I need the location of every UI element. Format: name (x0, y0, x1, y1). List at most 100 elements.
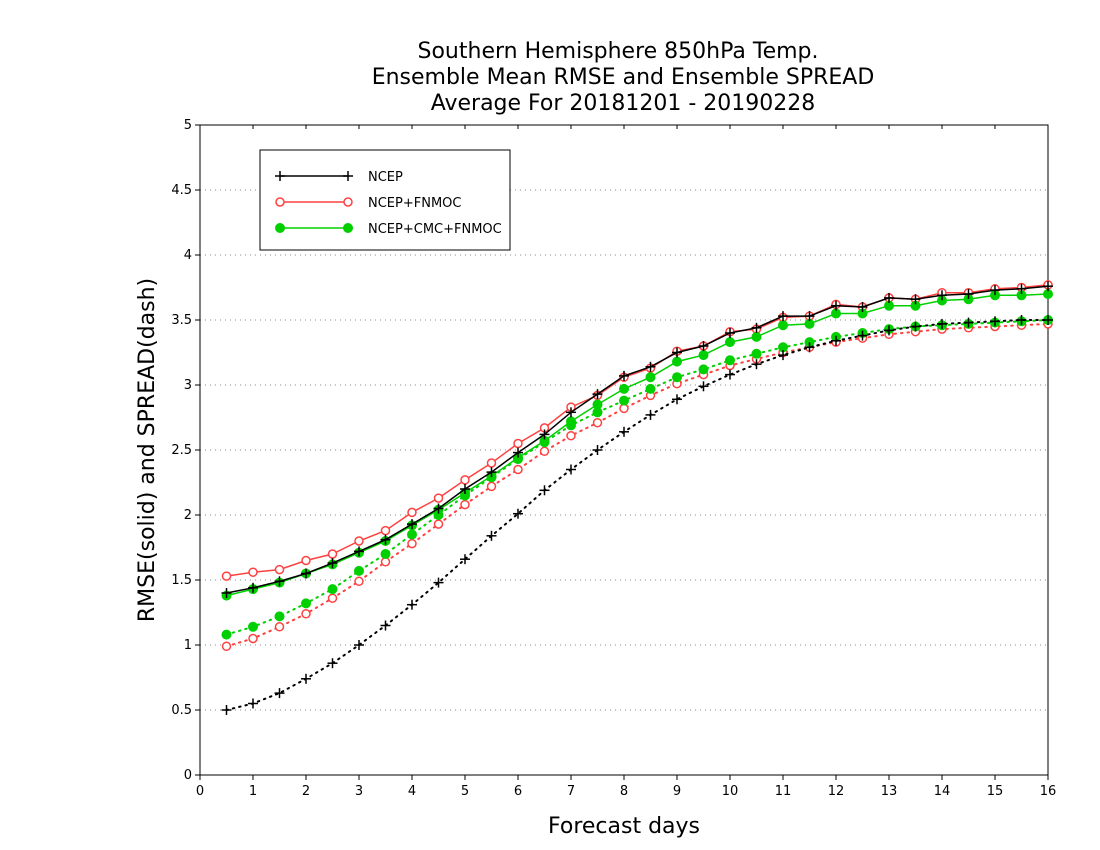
y-tick-label-10: 5 (184, 118, 192, 133)
title-line-1: Southern Hemisphere 850hPa Temp. (418, 39, 819, 64)
series-0-rmse-point-30 (1016, 283, 1027, 294)
series-1-spread-point-9 (460, 499, 470, 510)
series-2-spread-point-3 (301, 598, 311, 609)
x-tick-label-15: 15 (987, 784, 1004, 799)
series-0-spread-point-20 (751, 359, 762, 370)
series-2 (221, 289, 1053, 640)
series-2-rmse-point-19 (725, 337, 735, 348)
legend-box (259, 149, 511, 251)
legend-item-0: NCEP (275, 170, 403, 185)
series-0-rmse-point-5 (354, 546, 364, 557)
series-2-rmse-point-13 (566, 416, 576, 427)
series-0-rmse-point-25 (884, 292, 894, 303)
series-0-rmse-point-16 (645, 361, 656, 372)
legend: NCEP NCEP+FNMOC NCEP+CMC+FNMOC (259, 149, 511, 251)
legend-marker-end-1 (343, 197, 353, 207)
series-0-spread-point-29 (990, 316, 1000, 327)
series-2-spread-point-16 (645, 383, 656, 394)
series-0-rmse-point-2 (274, 576, 285, 587)
x-tick-label-4: 4 (408, 784, 416, 799)
x-tick-label-9: 9 (673, 784, 681, 799)
series-0-spread-point-31 (1043, 315, 1053, 325)
series-1-rmse-point-7 (407, 507, 417, 518)
series-2-spread-point-19 (725, 355, 735, 366)
series-0-rmse-point-18 (698, 341, 709, 351)
series-0-rmse-point-21 (778, 311, 788, 322)
series-2-rmse-point-20 (751, 331, 762, 342)
x-tick-label-2: 2 (302, 784, 310, 799)
x-tick-label-11: 11 (775, 784, 792, 799)
series-1-spread-point-7 (407, 538, 417, 549)
series-0-spread-point-1 (248, 698, 258, 709)
series-0-rmse-point-17 (672, 347, 682, 358)
series-1-spread-point-2 (274, 622, 285, 632)
x-tick-label-3: 3 (355, 784, 363, 799)
series-0-rmse-point-4 (327, 558, 338, 569)
series-0-spread-point-5 (354, 640, 364, 650)
y-tick-label-5: 2.5 (171, 443, 192, 458)
series-1-rmse-point-8 (433, 493, 444, 503)
series-0-spread-point-9 (460, 554, 470, 565)
series-0-rmse-point-20 (751, 322, 762, 333)
x-tick-label-14: 14 (934, 784, 951, 799)
x-tick-label-7: 7 (567, 784, 575, 799)
series-1-rmse-point-0 (221, 571, 232, 581)
series-0-spread-point-19 (725, 369, 735, 380)
x-axis-label: Forecast days (548, 814, 700, 839)
legend-marker-end-0 (343, 171, 353, 181)
series-0-spread-point-17 (672, 394, 682, 405)
series-2-spread-point-4 (327, 584, 338, 595)
y-tick-label-1: 0.5 (171, 703, 192, 718)
x-tick-label-5: 5 (461, 784, 469, 799)
series-2-rmse-point-15 (619, 383, 629, 394)
title-line-3: Average For 20181201 - 20190228 (431, 91, 816, 116)
legend-marker-start-2 (275, 223, 285, 233)
series-1-spread-point-8 (433, 519, 444, 529)
y-tick-label-6: 3 (184, 378, 192, 393)
series-0-spread-point-18 (698, 381, 709, 392)
series-0-rmse-point-14 (592, 389, 603, 400)
series-0-spread-point-14 (592, 445, 603, 455)
legend-item-2: NCEP+CMC+FNMOC (275, 222, 502, 237)
series-1-rmse-point-6 (380, 525, 391, 536)
series-0-spread-point-27 (937, 318, 947, 329)
series-0-rmse-point-8 (433, 503, 444, 514)
x-tick-label-8: 8 (620, 784, 628, 799)
series-0-spread-point-21 (778, 350, 788, 361)
series-0 (221, 281, 1053, 715)
y-tick-label-8: 4 (184, 248, 192, 263)
series-2-spread-point-20 (751, 348, 762, 359)
series-0-rmse-point-1 (248, 582, 258, 593)
chart-title: Southern Hemisphere 850hPa Temp. Ensembl… (372, 39, 875, 116)
series-2-spread-point-18 (698, 364, 709, 375)
series-0-rmse-point-7 (407, 519, 417, 530)
series-0-rmse-point-27 (937, 290, 947, 301)
series-0-spread-point-28 (963, 317, 974, 328)
series-0-spread-point-13 (566, 464, 576, 475)
series-0-spread-point-22 (804, 342, 815, 353)
series-1-rmse-point-11 (513, 438, 523, 449)
series-1-spread-point-11 (513, 464, 523, 475)
series-2-rmse-line (226, 293, 1049, 597)
series-0-spread-point-10 (486, 530, 497, 541)
series-1-spread-point-13 (566, 430, 576, 441)
series-0-rmse-point-19 (725, 328, 735, 338)
legend-marker-start-0 (275, 171, 285, 181)
series-group (221, 280, 1053, 715)
series-1-spread-point-0 (221, 641, 232, 652)
series-1-rmse-point-10 (486, 458, 497, 468)
series-0-spread-point-6 (380, 620, 391, 631)
y-tick-label-3: 1.5 (171, 573, 192, 588)
y-tick-label-9: 4.5 (171, 183, 192, 198)
series-2-rmse-point-14 (592, 399, 603, 410)
y-tick-label-4: 2 (184, 508, 192, 523)
series-1-spread-line (225, 322, 1049, 648)
series-0-rmse-point-29 (990, 285, 1000, 296)
series-0-rmse-point-23 (831, 300, 841, 311)
series-1-rmse-point-5 (354, 536, 364, 546)
series-2-spread-point-6 (380, 549, 391, 559)
series-1-spread-point-10 (486, 481, 497, 492)
series-1-rmse-point-2 (274, 564, 285, 575)
series-0-rmse-point-13 (566, 407, 576, 418)
